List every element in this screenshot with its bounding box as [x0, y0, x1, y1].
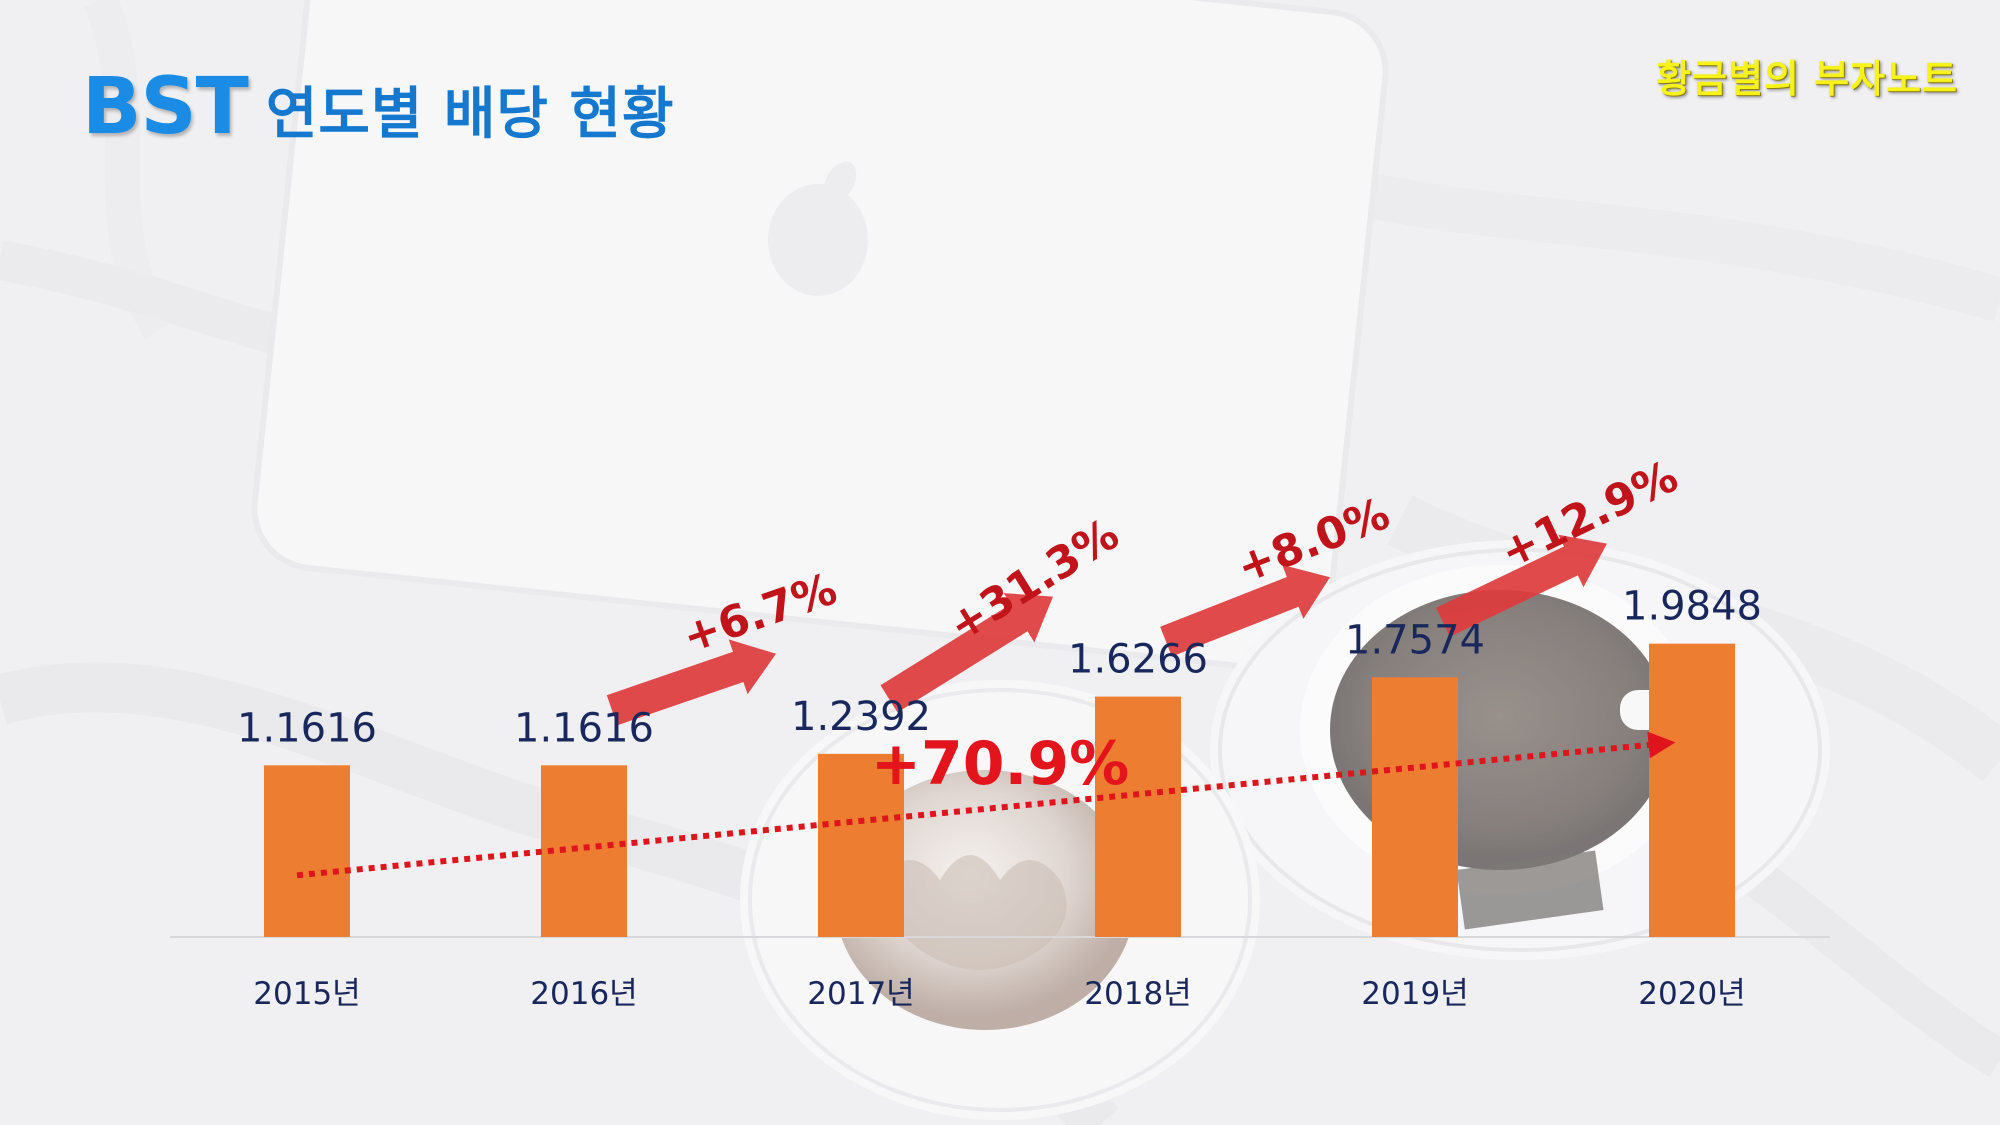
trend-layer: [296, 731, 1676, 879]
growth-arrow: [880, 593, 1053, 713]
bars-layer: [170, 643, 1830, 938]
bar: [541, 765, 627, 937]
x-tick-label: 2020년: [1638, 976, 1745, 1012]
labels-layer: 1.1616 2015년 1.1616 2016년 1.2392 2017년 1.6266 2…: [237, 451, 1762, 1012]
data-label: 1.6266: [1068, 637, 1208, 683]
title-brand: BST: [82, 62, 249, 152]
data-label: 1.1616: [514, 705, 654, 751]
title-subtitle: 연도별 배당 현황: [265, 82, 675, 147]
bar: [264, 765, 350, 937]
data-label: 1.9848: [1622, 584, 1762, 630]
growth-arrow: [1160, 564, 1330, 657]
total-growth-label: +70.9%: [871, 729, 1129, 799]
bar: [1095, 696, 1181, 937]
bar: [1372, 677, 1458, 937]
growth-label: +6.7%: [676, 563, 843, 663]
data-label: 1.2392: [791, 694, 931, 740]
data-label: 1.1616: [237, 705, 377, 751]
growth-arrow: [1436, 534, 1607, 637]
x-tick-label: 2019년: [1361, 976, 1468, 1012]
chart-title: BST 연도별 배당 현황: [82, 62, 674, 152]
watermark-text: 황금별의 부자노트: [1656, 57, 1958, 101]
data-label: 1.7574: [1345, 617, 1485, 663]
growth-arrow: [606, 639, 776, 726]
x-tick-label: 2015년: [253, 976, 360, 1012]
x-tick-label: 2016년: [530, 976, 637, 1012]
bar: [1649, 643, 1735, 937]
bar: [818, 753, 904, 937]
trend-line: [296, 731, 1676, 879]
x-tick-label: 2018년: [1084, 976, 1191, 1012]
x-tick-label: 2017년: [807, 976, 914, 1012]
growth-arrows-layer: [606, 534, 1607, 726]
